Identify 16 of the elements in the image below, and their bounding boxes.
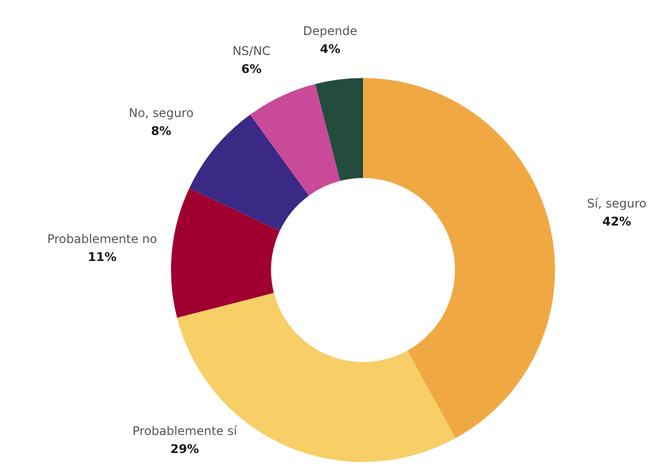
donut-slice xyxy=(250,84,340,196)
slice-label: Depende xyxy=(303,24,358,38)
donut-slice xyxy=(363,78,555,438)
slice-label: Sí, seguro xyxy=(587,196,646,210)
data-label: 11% xyxy=(88,250,117,264)
donut-slice xyxy=(315,78,363,181)
donut-slice xyxy=(171,188,280,318)
data-label: 4% xyxy=(320,42,340,56)
data-label: 42% xyxy=(602,214,632,228)
slice-label: NS/NC xyxy=(232,44,270,58)
data-label: 29% xyxy=(170,442,200,456)
slice-label: No, seguro xyxy=(128,106,194,120)
data-label: 8% xyxy=(150,124,172,138)
data-label: 6% xyxy=(241,62,262,76)
slice-label: Probablemente no xyxy=(47,232,158,246)
slice-label: Probablemente sí xyxy=(132,424,238,438)
